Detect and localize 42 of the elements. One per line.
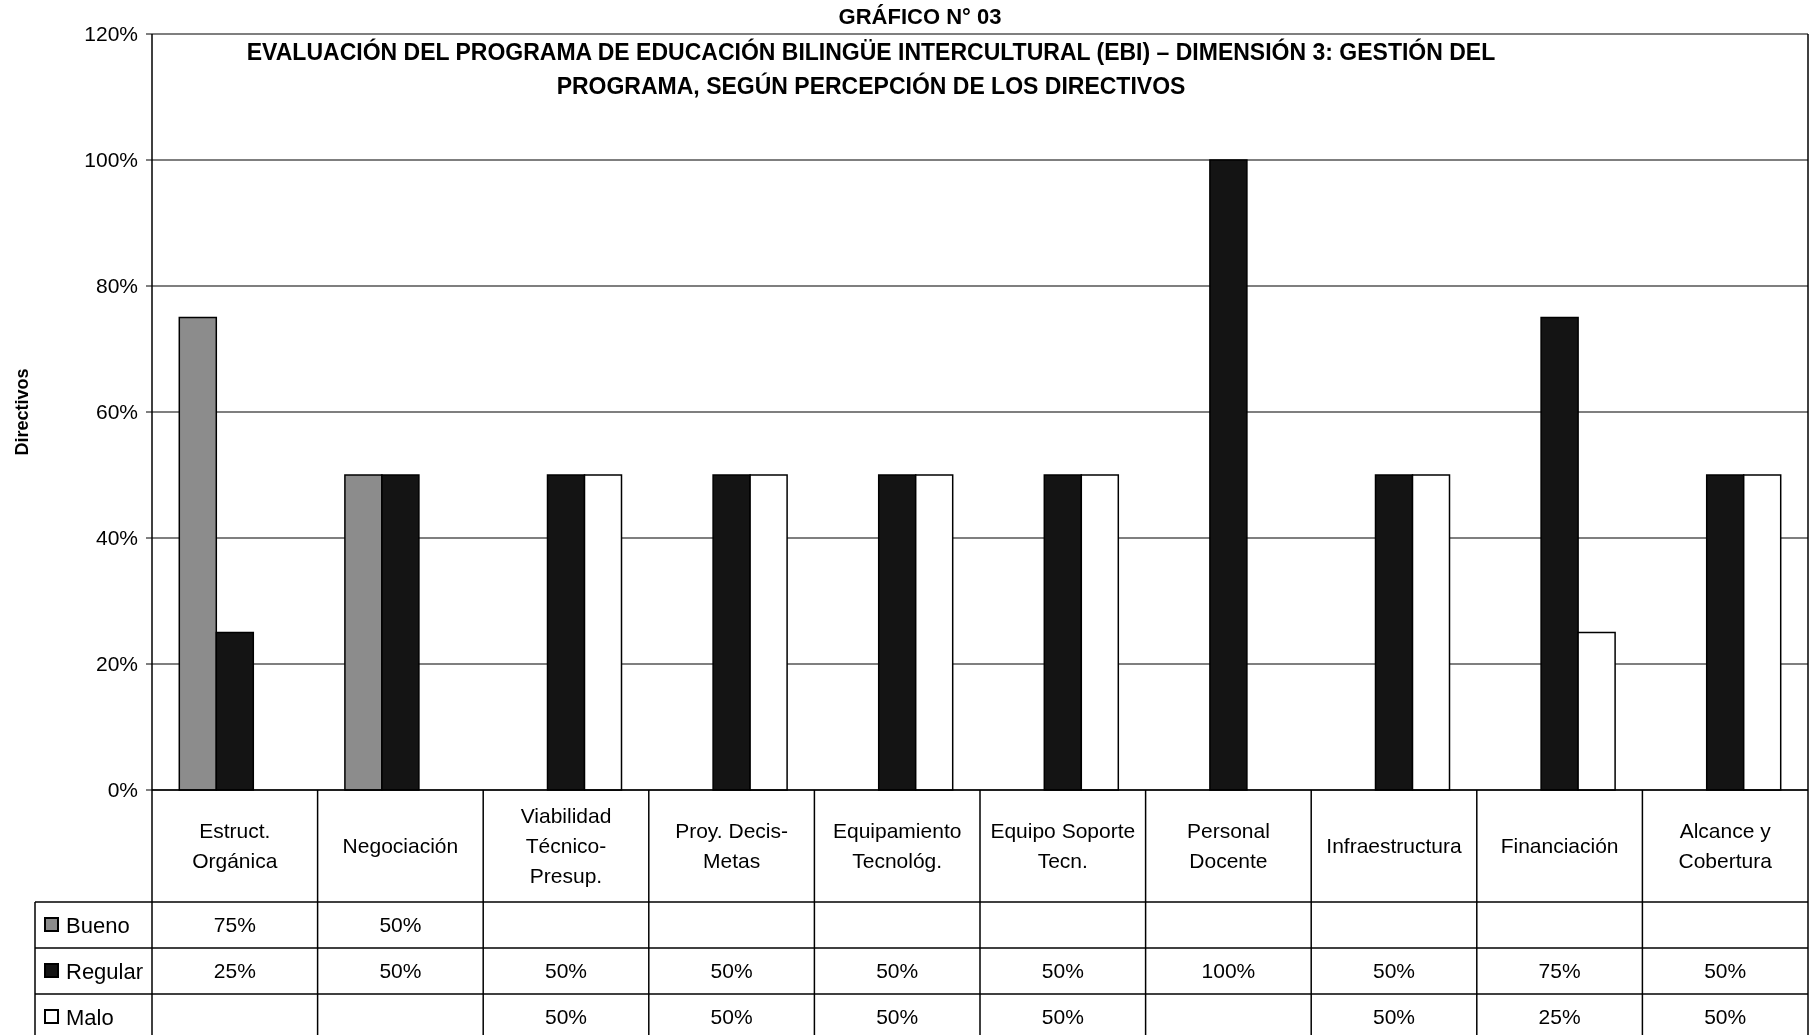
y-tick-label: 20% — [95, 652, 138, 676]
text: EVALUACIÓN DEL PROGRAMA DE EDUCACIÓN BILINGÜE INTERCULTURAL (EBI) – DIMENSIÓN 3: GESTIÓN DEL PROGRAMA, SEGÚN PERCEPCIÓN DE LOS DIRECTIVOS — [246, 38, 1496, 99]
data-label: 50% — [544, 1005, 588, 1029]
y-axis-title: Directivos — [12, 368, 32, 456]
y-tick-label: 120% — [84, 22, 138, 46]
x-tick-label: Viabilidad Técnico-Presup. — [520, 804, 612, 888]
x-tick-label: Negociación — [342, 834, 459, 858]
data-label: 50% — [1372, 1005, 1416, 1029]
y-tick-label: 100% — [84, 148, 138, 172]
data-label: 75% — [213, 913, 256, 937]
data-label: 50% — [1372, 959, 1416, 983]
data-label: 50% — [710, 959, 753, 983]
data-label: 100% — [1201, 959, 1256, 983]
y-tick-label: 80% — [95, 274, 138, 298]
x-tick-label: Financiación — [1500, 834, 1619, 858]
y-tick-label: 40% — [95, 526, 138, 550]
y-tick-label: 0% — [107, 778, 138, 802]
data-label: 25% — [1538, 1005, 1581, 1029]
x-tick-label: Infraestructura — [1326, 834, 1463, 858]
data-label: 50% — [876, 959, 919, 983]
x-tick-label: Personal Docente — [1186, 819, 1270, 873]
data-label: 50% — [544, 959, 588, 983]
legend-label: Malo — [66, 1004, 114, 1030]
x-tick-label: Equipamiento Tecnológ. — [832, 819, 962, 873]
data-label: 75% — [1538, 959, 1581, 983]
data-label: 50% — [1704, 959, 1747, 983]
data-label: 50% — [1041, 1005, 1084, 1029]
chart-title: GRÁFICO N° 03 — [838, 4, 1002, 29]
x-tick-label: Equipo Soporte Tecn. — [990, 819, 1136, 873]
y-tick-label: 60% — [95, 400, 138, 424]
data-label: 50% — [379, 959, 422, 983]
legend-label: Regular — [66, 958, 144, 984]
x-tick-label: Alcance y Cobertura — [1678, 819, 1773, 873]
data-label: 50% — [710, 1005, 753, 1029]
data-label: 50% — [876, 1005, 919, 1029]
data-label: 50% — [1041, 959, 1084, 983]
x-tick-label: Proy. Decis-Metas — [675, 819, 788, 873]
data-label: 50% — [1704, 1005, 1747, 1029]
x-tick-label: Estruct. Orgánica — [192, 819, 278, 873]
legend-label: Bueno — [66, 912, 130, 938]
data-label: 50% — [379, 913, 422, 937]
data-label: 25% — [213, 959, 256, 983]
